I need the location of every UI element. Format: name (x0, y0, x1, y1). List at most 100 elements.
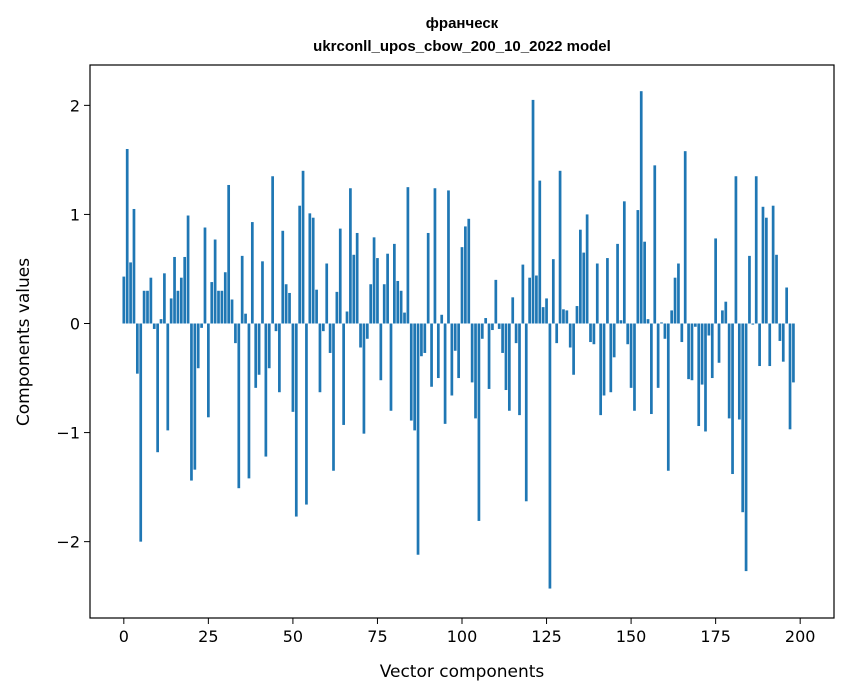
bar (785, 287, 789, 324)
bar (315, 289, 318, 324)
bar (687, 323, 690, 380)
chart-title: франческ (426, 15, 499, 32)
bar (443, 323, 447, 424)
bar (673, 277, 677, 324)
bar (639, 91, 643, 324)
bar (677, 263, 680, 324)
bar (761, 206, 765, 324)
bar (271, 176, 274, 324)
bar (393, 243, 396, 324)
bar (318, 323, 322, 393)
bar (660, 322, 663, 324)
bar (413, 323, 417, 431)
bar (775, 254, 778, 324)
bar (781, 323, 785, 362)
bar (372, 237, 376, 324)
bar (284, 284, 288, 324)
x-tick-label: 175 (700, 627, 731, 646)
bar (704, 323, 707, 432)
x-tick-label: 150 (616, 627, 647, 646)
bar (166, 323, 170, 431)
bar (568, 323, 572, 348)
bar (616, 243, 619, 324)
bar (311, 217, 315, 324)
bar (450, 323, 454, 396)
bar (237, 323, 241, 489)
bar (491, 323, 494, 331)
bar (447, 190, 450, 324)
bar (436, 323, 440, 379)
bar (727, 323, 731, 419)
bar (748, 255, 751, 324)
bar (163, 273, 166, 324)
bar (156, 323, 159, 453)
bar (230, 299, 234, 324)
bar (771, 205, 775, 324)
bar (325, 263, 329, 324)
bar (636, 210, 640, 324)
bar (595, 263, 599, 324)
bar (653, 165, 657, 324)
bar (528, 277, 531, 324)
x-tick-label: 100 (447, 627, 478, 646)
bar (484, 318, 488, 324)
bar (200, 323, 203, 328)
bar (737, 323, 741, 420)
bar (234, 323, 237, 344)
bar (349, 188, 352, 324)
bar (254, 323, 258, 388)
bar (203, 227, 207, 324)
bar (612, 323, 616, 358)
bar (626, 323, 630, 345)
bar (389, 323, 393, 411)
bar (778, 323, 782, 341)
x-axis-label: Vector components (380, 662, 545, 682)
bar (308, 213, 312, 324)
bar (521, 264, 525, 324)
bar (693, 323, 697, 327)
bar (152, 323, 156, 329)
bar (369, 284, 373, 324)
bar (633, 323, 636, 411)
bar (494, 279, 498, 324)
bar (332, 323, 335, 471)
bar (572, 323, 575, 375)
bar (345, 311, 349, 324)
bar (582, 252, 586, 324)
bar (535, 275, 538, 324)
bar (710, 323, 714, 379)
bar (278, 323, 281, 393)
bar (555, 323, 559, 344)
bar (210, 282, 214, 324)
x-tick-label: 0 (119, 627, 129, 646)
bar (267, 323, 271, 369)
bar (298, 205, 302, 324)
bar (457, 323, 460, 379)
x-tick-label: 25 (198, 627, 218, 646)
bar (328, 323, 332, 353)
bar (501, 323, 504, 353)
bar (717, 323, 721, 363)
bar (342, 323, 345, 425)
bar (656, 323, 660, 388)
bar (514, 323, 518, 344)
bar (264, 323, 268, 457)
bar (724, 301, 728, 324)
x-tick-label: 200 (785, 627, 816, 646)
y-tick-label: 2 (70, 96, 80, 115)
bar (396, 280, 400, 324)
bar (338, 228, 342, 324)
bar (179, 277, 183, 324)
bar (409, 323, 413, 421)
bar (609, 323, 613, 393)
bar (666, 323, 670, 471)
bar (406, 187, 410, 324)
bar (538, 180, 542, 324)
bar (622, 201, 626, 324)
y-axis-label: Components values (14, 258, 34, 426)
bar (751, 323, 755, 325)
bar (240, 255, 244, 324)
bar (741, 323, 745, 513)
bar (768, 323, 772, 367)
